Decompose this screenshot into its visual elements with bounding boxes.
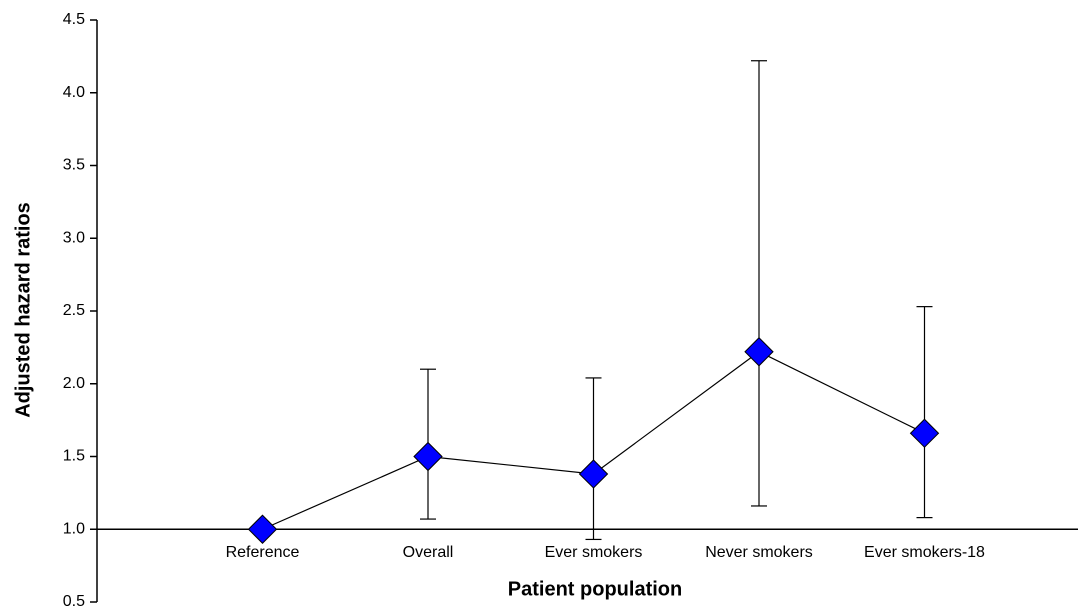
x-tick-label: Reference	[226, 544, 300, 561]
marker	[413, 441, 443, 472]
x-axis-label: Patient population	[508, 578, 682, 600]
y-tick-label: 0.5	[63, 593, 85, 610]
y-tick-label: 3.5	[63, 157, 85, 174]
marker	[247, 514, 278, 544]
x-tick-label: Overall	[403, 544, 454, 561]
y-tick-label: 1.0	[63, 520, 85, 537]
x-tick-label: Never smokers	[705, 544, 813, 561]
y-tick-label: 3.0	[63, 229, 85, 246]
x-tick-label: Ever smokers-18	[864, 544, 985, 561]
x-tick-label: Ever smokers	[545, 544, 643, 561]
y-tick-label: 2.5	[63, 302, 85, 319]
marker	[909, 418, 940, 448]
y-tick-label: 4.5	[63, 11, 85, 28]
y-tick-label: 4.0	[63, 84, 85, 101]
marker	[744, 337, 774, 367]
y-tick-label: 2.0	[63, 375, 85, 392]
y-axis-label: Adjusted hazard ratios	[12, 202, 34, 418]
y-tick-label: 1.5	[63, 448, 85, 465]
marker	[578, 459, 609, 489]
